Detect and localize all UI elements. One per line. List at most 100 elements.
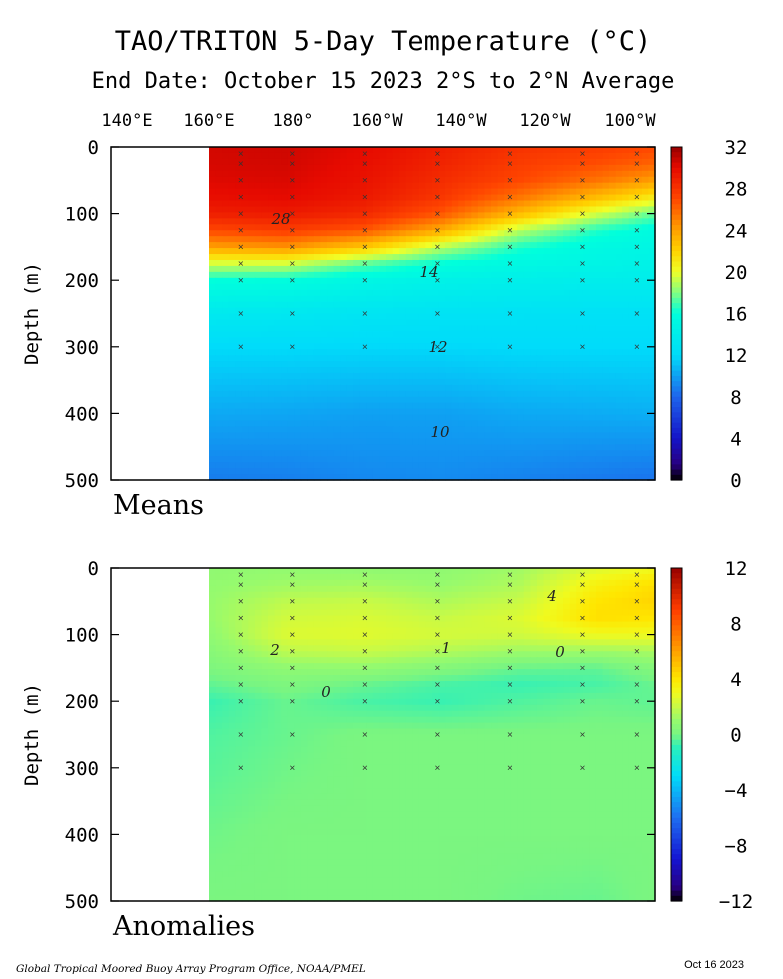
heatmap-cell [517,456,525,463]
heatmap-cell [425,432,433,439]
heatmap-cell [648,283,656,291]
heatmap-cell [418,188,427,196]
heatmap-cell [254,645,263,652]
heatmap-cell [287,402,295,410]
heatmap-cell [327,259,335,267]
heatmap-cell [235,349,243,356]
heatmap-cell [268,147,276,154]
heatmap-cell [261,248,269,255]
heatmap-cell [209,307,217,315]
heatmap-cell [333,200,341,208]
heatmap-cell [477,164,486,172]
heatmap-cell [228,568,236,575]
heatmap-cell [648,319,656,326]
heatmap-cell [366,325,374,332]
heatmap-cell [392,343,400,350]
heatmap-cell [471,331,479,338]
heatmap-cell [320,402,328,410]
heatmap-cell [477,585,486,593]
heatmap-cell [582,158,591,166]
heatmap-cell [215,444,223,451]
heatmap-cell [215,188,223,196]
heatmap-cell [510,212,518,219]
heatmap-cell [353,242,361,249]
heatmap-cell [307,579,315,587]
heatmap-cell [327,206,335,214]
heatmap-cell [445,414,453,422]
heatmap-cell [340,343,348,350]
heatmap-cell [281,289,289,297]
heatmap-cell [622,325,630,332]
heatmap-cell [491,568,499,575]
heatmap-cell [497,639,505,646]
heatmap-cell [438,462,446,469]
heatmap-cell [379,236,387,243]
heatmap-cell [622,200,630,208]
heatmap-cell [222,164,230,172]
heatmap-cell [517,248,525,255]
heatmap-cell [530,603,538,611]
heatmap-cell [320,289,328,297]
heatmap-cell [366,236,374,243]
sample-marker [435,151,440,156]
heatmap-cell [504,361,512,368]
heatmap-cell [379,633,387,640]
heatmap-cell [241,343,249,350]
heatmap-cell [595,313,604,321]
heatmap-cell [228,573,236,581]
heatmap-cell [432,568,440,575]
heatmap-cell [635,283,643,291]
heatmap-cell [569,242,577,249]
heatmap-cell [294,372,302,380]
heatmap-cell [438,633,446,640]
heatmap-cell [582,230,591,237]
heatmap-cell [458,450,466,457]
heatmap-cell [543,585,551,593]
heatmap-cell [517,372,525,380]
heatmap-cell [556,343,564,350]
heatmap-cell [392,361,400,368]
heatmap-cell [445,378,453,386]
heatmap-cell [274,200,282,208]
heatmap-cell [576,295,584,303]
heatmap-cell [550,283,558,291]
heatmap-cell [346,343,354,350]
heatmap-cell [641,627,650,635]
heatmap-cell [543,349,551,356]
heatmap-cell [563,568,571,575]
heatmap-cell [307,426,315,434]
heatmap-cell [333,331,341,338]
heatmap-cell [628,337,636,344]
heatmap-cell [517,194,525,202]
heatmap-cell [484,585,492,593]
heatmap-cell [405,438,413,445]
heatmap-cell [300,591,308,599]
heatmap-cell [615,313,623,321]
heatmap-cell [458,444,466,451]
heatmap-cell [648,432,656,439]
heatmap-cell [320,194,328,202]
heatmap-cell [372,331,381,338]
heatmap-cell [281,337,289,344]
heatmap-cell [589,230,597,237]
heatmap-cell [445,390,453,398]
heatmap-cell [412,355,420,362]
heatmap-cell [582,295,591,303]
heatmap-cell [445,432,453,439]
heatmap-cell [622,152,630,160]
heatmap-cell [412,372,420,380]
heatmap-cell [530,372,538,380]
heatmap-cell [609,331,617,338]
heatmap-cell [464,295,472,303]
heatmap-cell [635,158,643,166]
heatmap-cell [399,277,407,285]
heatmap-cell [432,627,440,635]
heatmap-cell [589,438,597,445]
heatmap-cell [300,271,308,279]
heatmap-cell [477,438,486,445]
heatmap-cell [418,579,427,587]
heatmap-cell [648,474,656,481]
heatmap-cell [510,627,518,635]
heatmap-cell [340,337,348,344]
heatmap-cell [366,633,374,640]
